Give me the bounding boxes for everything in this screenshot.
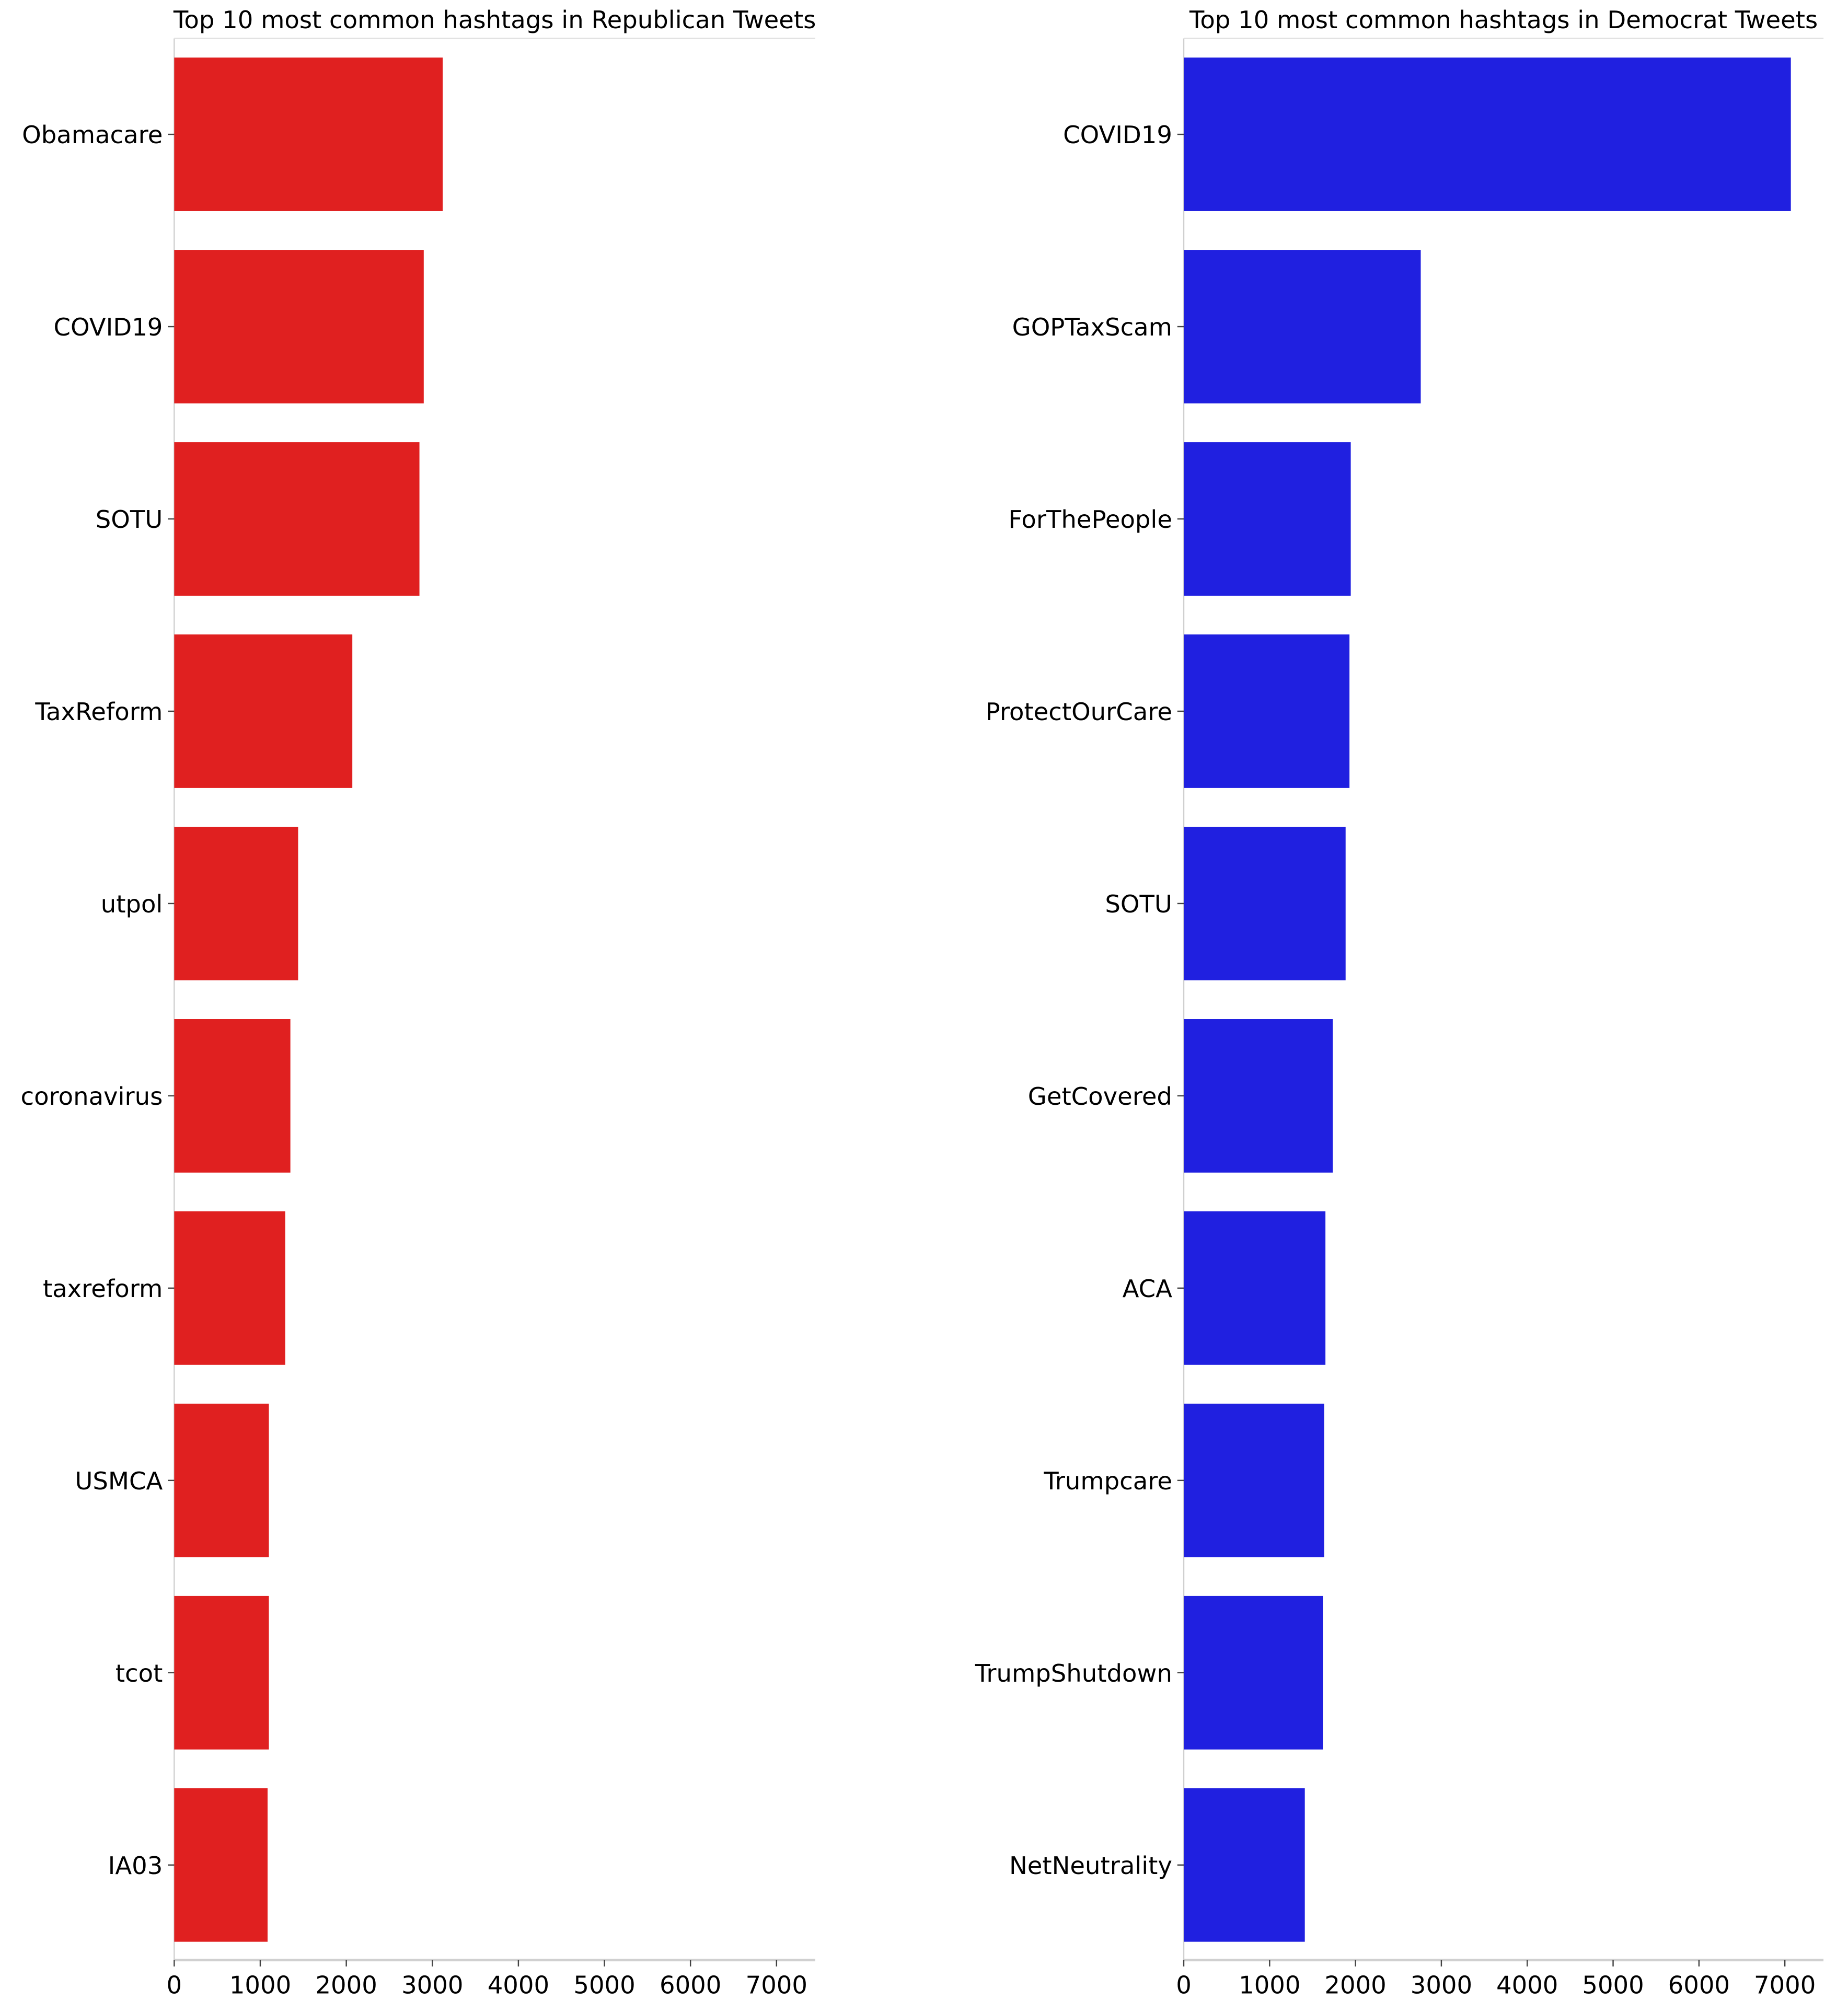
y-tick-label: GOPTaxScam <box>1012 313 1172 341</box>
bar-Trumpcare <box>1183 1403 1324 1557</box>
y-tick-label: SOTU <box>1105 890 1172 918</box>
bar-USMCA <box>174 1403 269 1557</box>
x-tick-label: 5000 <box>573 1971 635 1999</box>
y-tick-label: COVID19 <box>1063 121 1172 149</box>
bar-ProtectOurCare <box>1183 634 1350 788</box>
bar-NetNeutrality <box>1183 1788 1305 1942</box>
y-tick-label: Obamacare <box>22 121 163 149</box>
y-tick-label: Trumpcare <box>1043 1467 1172 1495</box>
y-tick-label: taxreform <box>43 1275 163 1303</box>
y-tick-label: SOTU <box>96 505 163 534</box>
y-tick-label: USMCA <box>75 1467 163 1495</box>
x-tick-label: 7000 <box>1754 1971 1816 1999</box>
y-tick-label: ForThePeople <box>1008 505 1172 534</box>
x-tick-label: 0 <box>1176 1971 1192 1999</box>
chart-panel-0: Top 10 most common hashtags in Republica… <box>21 6 816 1999</box>
y-tick-label: coronavirus <box>21 1082 163 1111</box>
x-tick-label: 7000 <box>746 1971 807 1999</box>
x-tick-label: 0 <box>167 1971 182 1999</box>
x-tick-label: 3000 <box>401 1971 463 1999</box>
x-tick-label: 2000 <box>315 1971 377 1999</box>
chart-panel-1: Top 10 most common hashtags in Democrat … <box>975 6 1824 1999</box>
chart-title: Top 10 most common hashtags in Democrat … <box>1189 6 1818 34</box>
y-tick-label: ACA <box>1123 1275 1172 1303</box>
x-tick-label: 1000 <box>1239 1971 1300 1999</box>
bar-tcot <box>174 1595 269 1750</box>
y-tick-label: COVID19 <box>54 313 163 341</box>
x-tick-label: 6000 <box>1668 1971 1730 1999</box>
x-tick-label: 4000 <box>488 1971 549 1999</box>
x-tick-label: 1000 <box>229 1971 291 1999</box>
bar-taxreform <box>174 1211 285 1365</box>
bar-COVID19 <box>1183 57 1791 211</box>
x-tick-label: 6000 <box>660 1971 721 1999</box>
bar-ACA <box>1183 1211 1326 1365</box>
bar-utpol <box>174 827 298 980</box>
x-tick-label: 2000 <box>1324 1971 1386 1999</box>
bar-GOPTaxScam <box>1183 250 1421 403</box>
y-tick-label: GetCovered <box>1028 1082 1172 1111</box>
bar-TaxReform <box>174 634 353 788</box>
bar-SOTU <box>174 442 420 596</box>
bar-coronavirus <box>174 1019 291 1173</box>
bar-SOTU <box>1183 827 1346 980</box>
y-tick-label: TaxReform <box>34 698 163 726</box>
y-tick-label: utpol <box>101 890 163 918</box>
x-tick-label: 4000 <box>1496 1971 1558 1999</box>
bar-GetCovered <box>1183 1019 1333 1173</box>
y-tick-label: IA03 <box>108 1852 163 1880</box>
x-tick-label: 5000 <box>1582 1971 1644 1999</box>
y-tick-label: tcot <box>116 1659 163 1687</box>
y-tick-label: TrumpShutdown <box>975 1659 1172 1687</box>
y-tick-label: ProtectOurCare <box>986 698 1172 726</box>
x-tick-label: 3000 <box>1411 1971 1472 1999</box>
bar-ForThePeople <box>1183 442 1351 596</box>
bar-Obamacare <box>174 57 443 211</box>
chart-title: Top 10 most common hashtags in Republica… <box>173 6 816 34</box>
bar-COVID19 <box>174 250 424 403</box>
bar-IA03 <box>174 1788 268 1942</box>
bar-TrumpShutdown <box>1183 1595 1323 1750</box>
y-tick-label: NetNeutrality <box>1009 1852 1172 1880</box>
